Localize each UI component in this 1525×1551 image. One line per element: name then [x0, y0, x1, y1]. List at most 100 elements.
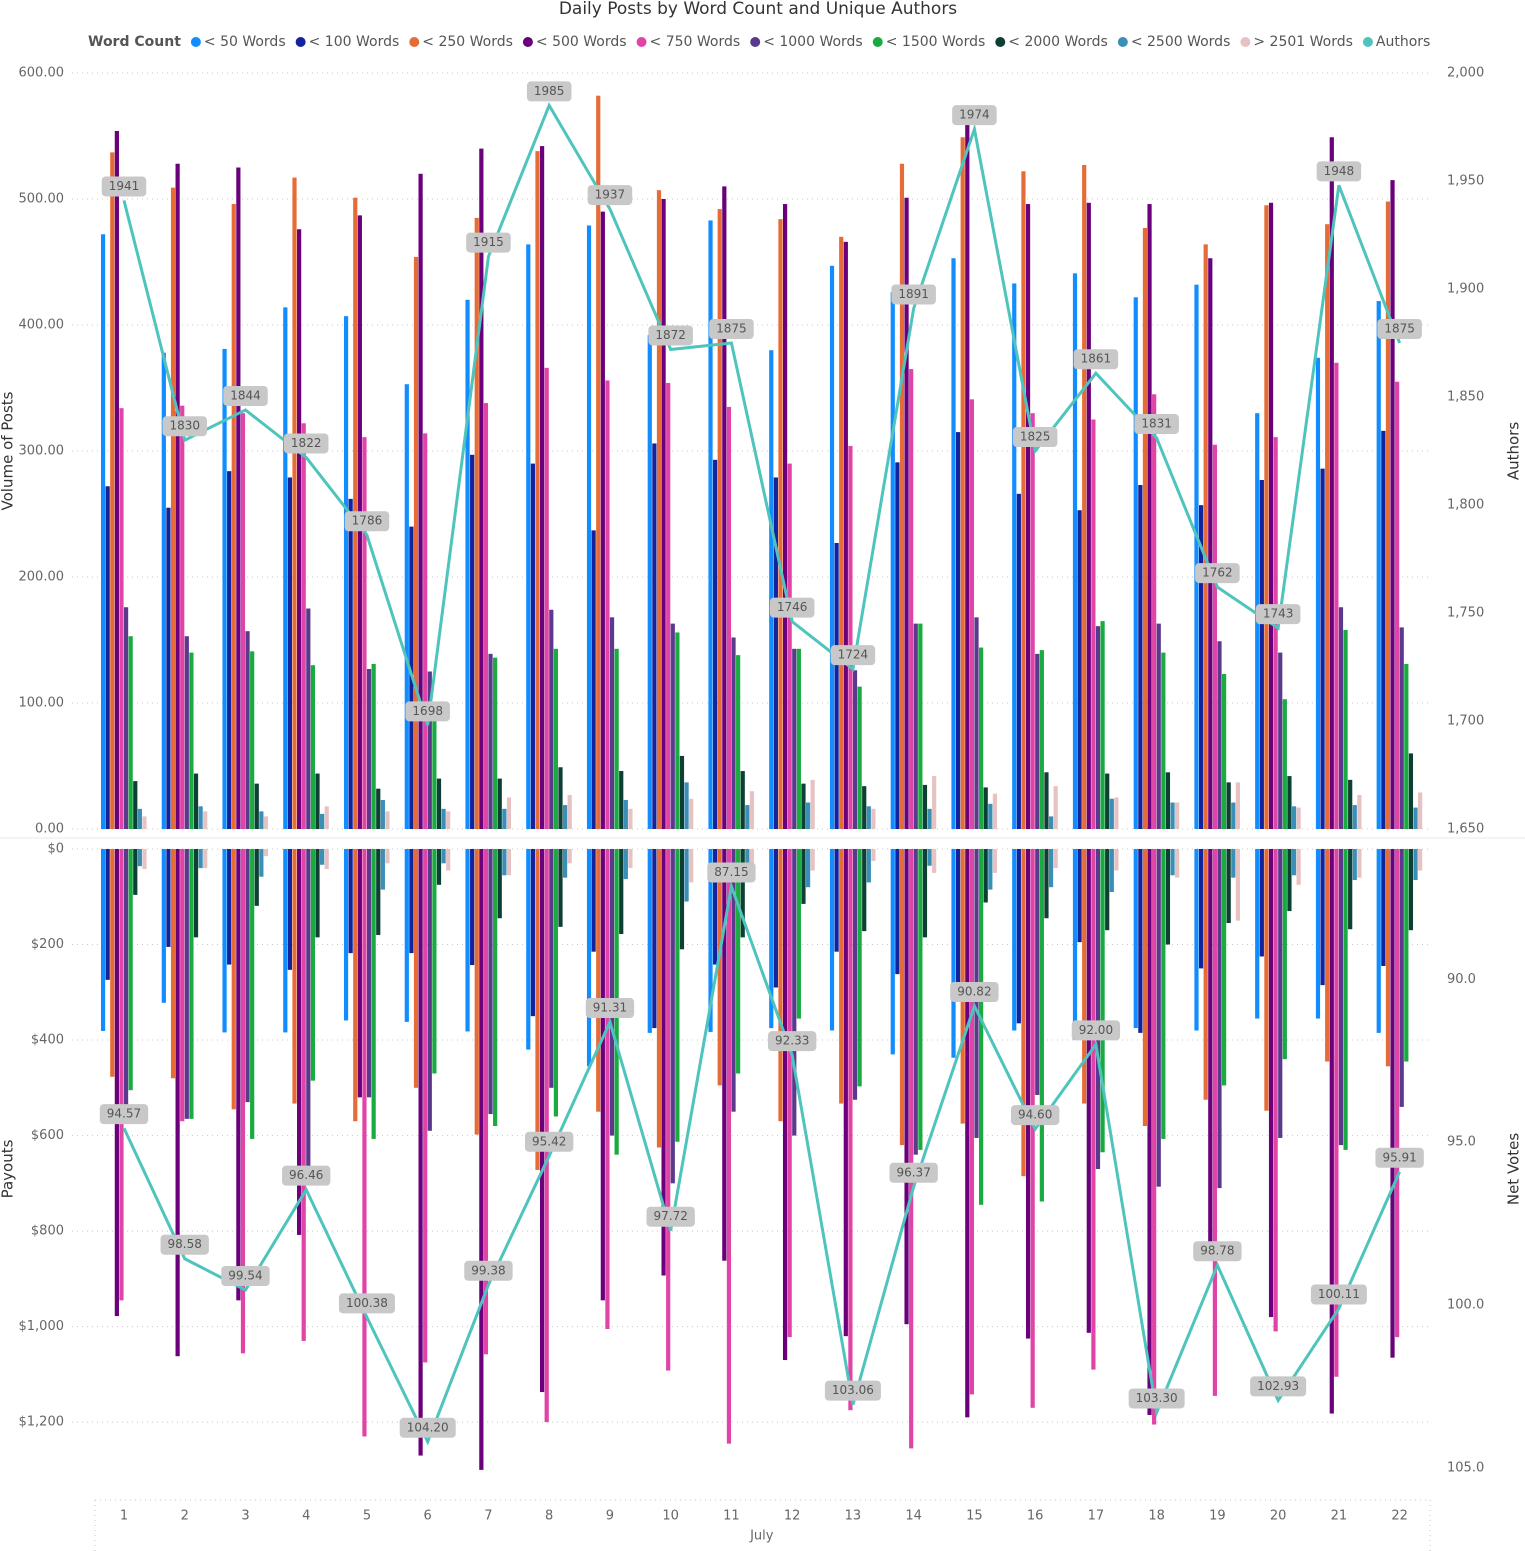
bar [969, 849, 975, 1395]
data-label: 1743 [1263, 607, 1294, 621]
legend-label: < 2500 Words [1131, 34, 1231, 50]
data-label: 104.20 [407, 1420, 449, 1434]
bar [446, 811, 451, 829]
bar [380, 800, 385, 829]
bar [441, 808, 446, 829]
data-label: 1698 [412, 704, 443, 718]
bar [1142, 849, 1148, 1127]
bar [679, 849, 685, 950]
data-label-bg [526, 81, 572, 102]
bar [965, 114, 970, 829]
bar [839, 236, 844, 830]
bar [526, 849, 531, 1050]
legend-label: < 2000 Words [1008, 34, 1108, 50]
bar [123, 849, 129, 1111]
bar [1025, 204, 1031, 830]
data-label: 1872 [655, 328, 686, 342]
bar [913, 849, 918, 1155]
data-label: 99.38 [471, 1263, 505, 1277]
bar [1100, 849, 1105, 1153]
bar [1109, 849, 1114, 892]
legend-label: < 250 Words [422, 34, 513, 50]
bar [198, 806, 203, 829]
bar [1091, 849, 1096, 1370]
bar [170, 849, 176, 1079]
data-label-bg [707, 862, 756, 883]
bar [1105, 773, 1110, 829]
bar [1082, 164, 1087, 830]
bar [371, 849, 376, 1139]
bar [535, 849, 540, 1170]
data-label-bg [585, 997, 635, 1018]
bar [1030, 849, 1035, 1408]
bar [983, 787, 988, 829]
bar [292, 177, 297, 829]
bar [1259, 479, 1264, 829]
data-label-bg [824, 1380, 881, 1401]
bar [778, 219, 783, 829]
data-label-bg [587, 185, 633, 206]
bar [796, 849, 801, 1019]
bar [409, 849, 414, 954]
x-tick-label: 4 [302, 1509, 310, 1524]
bar [1175, 802, 1180, 829]
bar [792, 648, 797, 829]
bar [670, 849, 675, 1184]
bar [497, 778, 502, 829]
bar [1105, 849, 1110, 931]
bar [549, 609, 554, 829]
bar [1100, 621, 1105, 829]
bar [890, 849, 895, 1055]
legend-marker [295, 37, 306, 47]
bar [301, 423, 306, 829]
bar [436, 778, 442, 829]
bar [609, 617, 615, 829]
bar [839, 849, 844, 1104]
bar [184, 849, 189, 1119]
bar [423, 433, 428, 829]
legend-marker [1362, 37, 1373, 47]
bar [1194, 284, 1199, 829]
y2-axis-title: Authors [1505, 422, 1523, 481]
bar [1352, 849, 1357, 881]
bar [133, 849, 138, 895]
bar [1016, 849, 1021, 1024]
bar [1343, 849, 1348, 1150]
bar [1138, 485, 1143, 829]
y2-tick-label: 100.0 [1447, 1297, 1484, 1312]
bar [245, 849, 250, 1103]
bar [1170, 802, 1175, 829]
bar [357, 849, 362, 1098]
bar [240, 849, 246, 1354]
data-label-bg [464, 1260, 513, 1281]
bar [787, 463, 792, 829]
data-label: 1831 [1141, 417, 1172, 431]
bar [404, 384, 409, 829]
bar [418, 849, 423, 1456]
bar [353, 849, 358, 1122]
bar [1395, 381, 1400, 829]
bar [324, 806, 329, 829]
y2-tick-label: 2,000 [1447, 66, 1484, 81]
bar [371, 663, 376, 829]
bar [1012, 849, 1017, 1031]
bar [600, 849, 605, 1301]
bar [1268, 849, 1274, 1318]
data-label-bg [1316, 161, 1362, 182]
bar [1012, 283, 1017, 829]
bar [661, 199, 666, 829]
bar [596, 849, 601, 1112]
bar [904, 197, 909, 830]
data-label: 96.37 [896, 1165, 930, 1179]
bar [1212, 849, 1217, 1396]
bar [483, 849, 489, 1355]
bar [1147, 204, 1152, 830]
data-label-bg [1250, 1376, 1307, 1397]
bar [1109, 798, 1114, 829]
bar [1147, 849, 1152, 1415]
bar [1291, 806, 1297, 829]
data-label: 1915 [473, 235, 504, 249]
bar [1273, 849, 1278, 1332]
data-label-bg [1010, 1105, 1060, 1126]
